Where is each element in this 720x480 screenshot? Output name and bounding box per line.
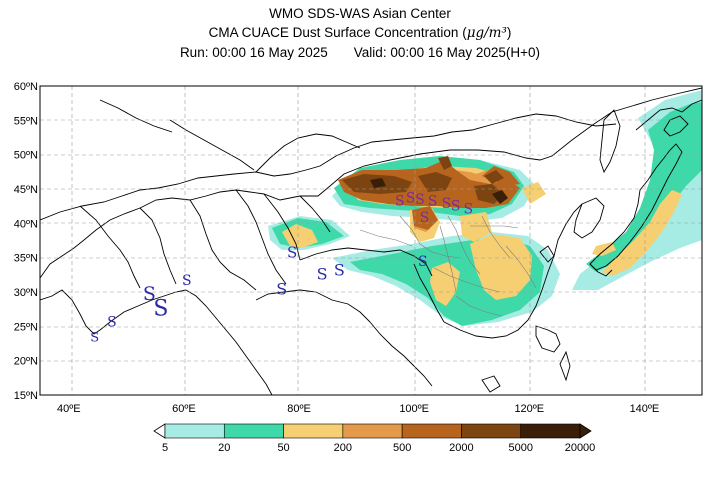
colorbar-low-extension — [153, 423, 166, 439]
lon-tick-label: 80ºE — [287, 403, 311, 415]
dust-level-5000-20000 — [370, 178, 508, 204]
colorbar-level-label: 5000 — [508, 442, 532, 454]
title-times: Run: 00:00 16 May 2025 Valid: 00:00 16 Ma… — [0, 43, 720, 62]
lon-tick-label: 140ºE — [630, 403, 660, 415]
dust-storm-symbol-icon: S — [143, 283, 156, 305]
colorbar-level-label: 20 — [218, 442, 230, 454]
run-time: Run: 00:00 16 May 2025 — [179, 45, 328, 60]
grid-lines — [40, 86, 702, 395]
dust-storm-symbol-icon: S — [153, 296, 168, 321]
dust-storm-symbol-icon: S — [395, 193, 405, 209]
lon-tick-label: 40ºE — [57, 403, 81, 415]
lat-tick-label: 40ºN — [14, 218, 38, 230]
colorbar-level-label: 2000 — [449, 442, 473, 454]
colorbar-segment — [283, 423, 344, 439]
lat-tick-label: 30ºN — [14, 287, 38, 299]
title-product-suffix: ) — [506, 25, 512, 40]
lon-tick-label: 60ºE — [172, 403, 196, 415]
latitude-labels: 15ºN 20ºN 25ºN 30ºN 35ºN 40ºN 45ºN 50ºN 55ºN 60ºN — [14, 81, 38, 402]
longitude-labels: 40ºE 60ºE 80ºE 100ºE 120ºE 140ºE — [57, 403, 659, 415]
title-center: WMO SDS-WAS Asian Center — [269, 6, 451, 21]
colorbar-level-label: 50 — [277, 442, 289, 454]
province-lines — [359, 215, 537, 317]
lon-tick-label: 120ºE — [514, 403, 544, 415]
colorbar-segment — [401, 423, 462, 439]
dust-storm-symbol-icon: S — [418, 254, 428, 270]
colorbar-level-label: 200 — [334, 442, 352, 454]
lat-tick-label: 20ºN — [14, 356, 38, 368]
colorbar-high-extension — [579, 423, 592, 439]
dust-storm-symbol-icon: S — [90, 330, 99, 345]
dust-storm-symbol-icon: S — [182, 273, 192, 289]
dust-storm-symbol-icon: S — [451, 198, 461, 214]
dust-storm-symbol-icon: S — [420, 210, 430, 226]
lat-tick-label: 60ºN — [14, 81, 38, 93]
coastlines-borders — [40, 87, 702, 395]
map-title: WMO SDS-WAS Asian Center CMA CUACE Dust … — [0, 4, 720, 62]
lat-tick-label: 35ºN — [14, 253, 38, 265]
colorbar-segment — [461, 423, 522, 439]
colorbar-segment — [223, 423, 284, 439]
dust-storm-symbol-icon: S — [406, 191, 416, 207]
map-background — [40, 86, 702, 395]
title-unit: μg/m³ — [466, 25, 507, 41]
dust-storm-symbol-icon: S — [107, 314, 117, 330]
dust-storm-symbol-icon: S — [317, 265, 328, 284]
lat-tick-label: 55ºN — [14, 115, 38, 127]
colorbar-level-label: 500 — [393, 442, 411, 454]
lat-tick-label: 45ºN — [14, 184, 38, 196]
colorbar-segment — [342, 423, 403, 439]
lon-tick-label: 100ºE — [399, 403, 429, 415]
colorbar-segment — [164, 423, 225, 439]
lat-tick-label: 50ºN — [14, 150, 38, 162]
colorbar-segment — [520, 423, 581, 439]
title-product-prefix: CMA CUACE Dust Surface Concentration ( — [208, 25, 467, 40]
dust-storm-symbol-icon: S — [463, 202, 473, 218]
colorbar: 5 20 50 200 500 2000 5000 20000 — [153, 423, 596, 454]
lat-tick-label: 15ºN — [14, 390, 38, 402]
dust-storm-symbol-icon: S — [415, 192, 425, 208]
dust-storm-symbol-icon: S — [276, 280, 287, 299]
valid-time: Valid: 00:00 16 May 2025(H+0) — [353, 45, 541, 60]
dust-storm-symbol-icon: S — [334, 261, 345, 280]
dust-storm-symbol-icon: S — [428, 193, 438, 209]
dust-storm-symbol-icon: S — [442, 196, 452, 212]
dust-storm-symbol-icon: S — [287, 244, 297, 262]
title-product: CMA CUACE Dust Surface Concentration (μg… — [0, 23, 720, 43]
lat-tick-label: 25ºN — [14, 321, 38, 333]
colorbar-level-label: 5 — [162, 442, 168, 454]
map-frame — [39, 85, 703, 396]
colorbar-level-label: 20000 — [565, 442, 596, 454]
